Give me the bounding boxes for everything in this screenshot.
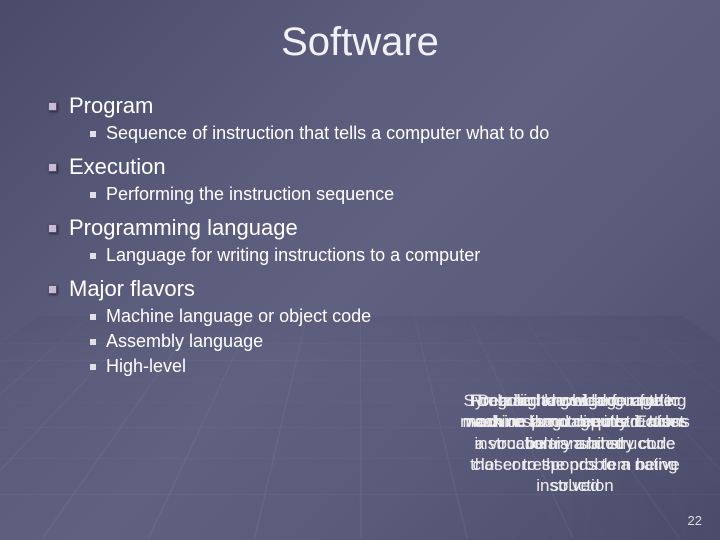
item-label: Programming language [69,215,298,241]
list-subitem: High-level [90,356,690,377]
list-subitem: Performing the instruction sequence [90,184,690,205]
item-label: Execution [69,154,166,180]
list-item: Program [48,93,690,119]
list-item: Major flavors [48,276,690,302]
small-square-bullet-icon [90,192,96,198]
list-subitem: Machine language or object code [90,306,690,327]
small-square-bullet-icon [90,314,96,320]
overlay-layer: Detailed knowledge of the machine is not… [460,390,690,510]
square-bullet-icon [48,285,57,294]
item-label: Program [69,93,153,119]
subitem-label: Performing the instruction sequence [106,184,394,205]
item-label: Major flavors [69,276,195,302]
subitem-label: Language for writing instructions to a c… [106,245,480,266]
small-square-bullet-icon [90,364,96,370]
list-subitem: Assembly language [90,331,690,352]
page-number: 22 [688,513,702,528]
square-bullet-icon [48,163,57,172]
subitem-label: Machine language or object code [106,306,371,327]
list-item: Programming language [48,215,690,241]
list-subitem: Language for writing instructions to a c… [90,245,690,266]
bullet-list: Program Sequence of instruction that tel… [30,93,690,377]
subitem-label: Sequence of instruction that tells a com… [106,123,549,144]
slide-content: Software Program Sequence of instruction… [0,0,720,407]
square-bullet-icon [48,224,57,233]
subitem-label: Assembly language [106,331,263,352]
list-item: Execution [48,154,690,180]
subitem-label: High-level [106,356,186,377]
list-subitem: Sequence of instruction that tells a com… [90,123,690,144]
slide-title: Software [30,20,690,65]
square-bullet-icon [48,102,57,111]
small-square-bullet-icon [90,339,96,345]
overlapping-text-callout: Program to which computer can respond di… [460,390,690,510]
small-square-bullet-icon [90,131,96,137]
small-square-bullet-icon [90,253,96,259]
